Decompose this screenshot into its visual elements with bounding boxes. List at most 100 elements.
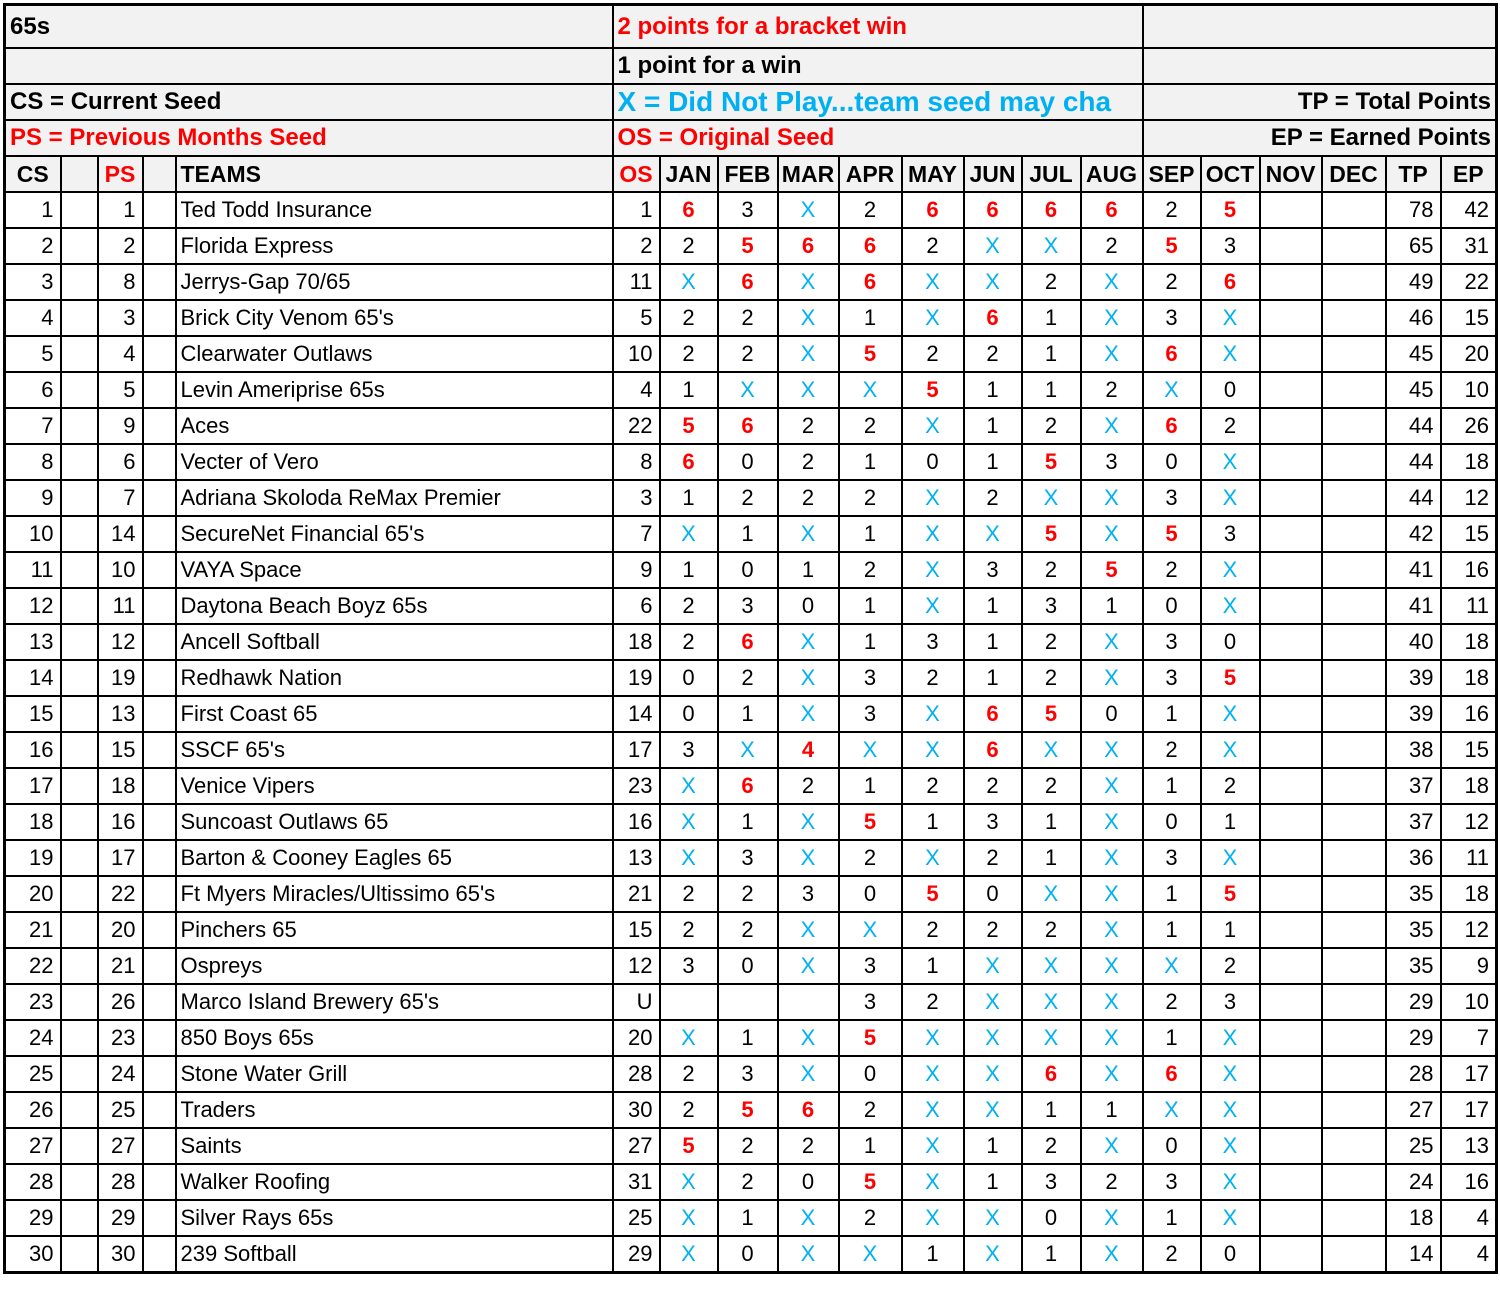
total-points: 45 [1384,371,1442,409]
team-name: Florida Express [174,227,614,265]
total-points: 35 [1384,947,1442,985]
month-points-sep: 6 [1141,335,1202,373]
original-seed: 15 [611,911,661,949]
month-points-jan: 1 [658,479,719,517]
team-name: VAYA Space [174,551,614,589]
header-cs: CS [3,155,62,193]
team-name: Suncoast Outlaws 65 [174,803,614,841]
tp-legend: TP = Total Points [1141,83,1498,121]
month-points-aug: 0 [1079,695,1144,733]
month-points-apr: 2 [837,479,903,517]
bracket-rule: 2 points for a bracket win [611,3,1144,49]
month-points-aug: X [1079,731,1144,769]
month-points-dec [1320,983,1387,1021]
month-points-oct: 2 [1199,767,1261,805]
month-points-apr: 6 [837,227,903,265]
table-row: 29 29 Silver Rays 65s 25 X 1 X 2 X X 0 X 1 X 18 4 [3,1199,1498,1237]
previous-seed: 5 [96,371,144,409]
month-points-aug: 5 [1079,551,1144,589]
original-seed: 12 [611,947,661,985]
month-points-apr: 2 [837,407,903,445]
blank-cell [59,191,99,229]
previous-seed: 30 [96,1235,144,1274]
blank-cell [59,335,99,373]
month-points-oct: X [1199,443,1261,481]
blank-cell [141,1055,177,1093]
current-seed: 5 [3,335,62,373]
month-points-mar: X [776,839,840,877]
current-seed: 1 [3,191,62,229]
team-name: SSCF 65's [174,731,614,769]
original-seed: 25 [611,1199,661,1237]
month-points-dec [1320,227,1387,265]
table-row: 14 19 Redhawk Nation 19 0 2 X 3 2 1 2 X 3 5 39 18 [3,659,1498,697]
month-points-sep: 2 [1141,551,1202,589]
month-points-sep: 1 [1141,875,1202,913]
earned-points: 18 [1439,767,1498,805]
earned-points: 18 [1439,443,1498,481]
month-points-dec [1320,731,1387,769]
month-points-jan: X [658,515,719,553]
total-points: 29 [1384,983,1442,1021]
month-points-jul: 2 [1020,263,1082,301]
month-points-sep: 5 [1141,227,1202,265]
month-points-jun: X [962,1199,1023,1237]
original-seed: 9 [611,551,661,589]
original-seed: 13 [611,839,661,877]
month-points-apr: 1 [837,1127,903,1165]
month-points-jul: X [1020,875,1082,913]
month-points-sep: 1 [1141,911,1202,949]
month-points-nov [1258,1163,1323,1201]
month-points-apr: 5 [837,803,903,841]
month-points-sep: X [1141,947,1202,985]
month-points-dec [1320,1235,1387,1274]
month-points-nov [1258,1199,1323,1237]
month-points-apr: 2 [837,1091,903,1129]
month-points-jan: 2 [658,1055,719,1093]
month-points-feb: 3 [716,839,779,877]
header-sep: SEP [1141,155,1202,193]
month-points-oct: X [1199,1199,1261,1237]
previous-seed: 11 [96,587,144,625]
month-points-dec [1320,191,1387,229]
month-points-nov [1258,263,1323,301]
table-row: 16 15 SSCF 65's 17 3 X 4 X X 6 X X 2 X 38 15 [3,731,1498,769]
month-points-jan: X [658,839,719,877]
month-points-jan: X [658,803,719,841]
total-points: 35 [1384,875,1442,913]
blank-cell [59,263,99,301]
blank-cell [59,371,99,409]
team-name: Marco Island Brewery 65's [174,983,614,1021]
blank-cell [141,371,177,409]
month-points-oct: 1 [1199,803,1261,841]
month-points-may: 2 [900,983,965,1021]
current-seed: 13 [3,623,62,661]
original-seed: 6 [611,587,661,625]
month-points-mar: 0 [776,587,840,625]
earned-points: 22 [1439,263,1498,301]
month-points-jun: 1 [962,407,1023,445]
month-points-apr: 2 [837,839,903,877]
month-points-feb: X [716,371,779,409]
original-seed: U [611,983,661,1021]
month-points-may: 1 [900,947,965,985]
month-points-mar: X [776,911,840,949]
table-row: 19 17 Barton & Cooney Eagles 65 13 X 3 X 2 X 2 1 X 3… [3,839,1498,877]
month-points-aug: X [1079,1127,1144,1165]
month-points-mar: X [776,623,840,661]
month-points-sep: 0 [1141,1127,1202,1165]
month-points-jul: 2 [1020,659,1082,697]
month-points-oct: X [1199,1127,1261,1165]
month-points-mar: 3 [776,875,840,913]
month-points-may: 3 [900,623,965,661]
month-points-nov [1258,191,1323,229]
month-points-nov [1258,515,1323,553]
blank-cell [141,839,177,877]
previous-seed: 28 [96,1163,144,1201]
month-points-oct: X [1199,1055,1261,1093]
blank-cell [59,299,99,337]
blank-cell [141,1163,177,1201]
month-points-jun: X [962,1235,1023,1274]
month-points-apr: 3 [837,947,903,985]
month-points-jun: 3 [962,551,1023,589]
